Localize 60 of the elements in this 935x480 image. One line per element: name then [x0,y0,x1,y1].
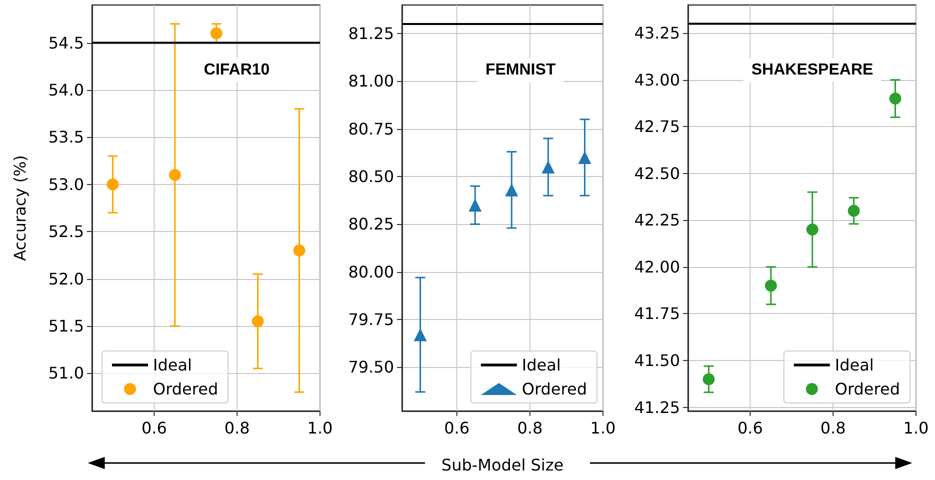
legend-label: Ordered [834,380,900,398]
y-tick-label: 81.25 [348,24,394,44]
x-tick-label: 0.8 [517,418,543,438]
point [168,168,181,181]
x-tick-label: 0.8 [224,418,250,438]
point [106,178,119,190]
y-tick-label: 41.50 [634,350,680,370]
x-tick-label: 0.6 [141,418,167,438]
y-tick-label: 42.75 [634,117,680,136]
y-tick-label: 54.5 [48,33,84,52]
point [542,160,555,174]
point [702,373,715,386]
y-tick-label: 80.25 [348,214,394,234]
y-tick-label: 42.25 [634,210,680,230]
x-tick-label: 0.8 [820,418,846,438]
y-axis-title: Accuracy (%) [10,155,30,261]
y-tick-label: 42.50 [634,164,680,183]
x-tick-label: 1.0 [903,418,929,438]
legend-label: Ideal [834,356,874,374]
x-tick-label: 1.0 [307,418,333,438]
text: CIFAR10 [204,62,270,78]
y-tick-label: 43.25 [634,24,680,43]
y-tick-label: 80.50 [348,167,394,186]
y-tick-label: 52.5 [48,222,84,242]
y-tick-label: 54.0 [48,80,84,100]
y-tick-label: 53.5 [48,128,84,147]
point [293,244,306,256]
y-tick-label: 41.75 [634,304,680,324]
point [468,198,482,212]
text: SHAKESPEARE [751,62,874,78]
x-axis-title: Sub-Model Size [441,456,564,474]
x-tick-label: 1.0 [590,418,616,438]
y-tick-label: 43.00 [634,70,680,90]
point [578,150,592,164]
y-tick-label: 53.0 [48,174,84,194]
point [889,92,902,105]
point [848,204,860,217]
point [764,280,777,292]
x-tick-label: 0.6 [444,418,470,438]
legend-label: Ordered [522,380,588,398]
y-tick-label: 42.00 [634,257,680,276]
legend-label: Ordered [153,380,218,398]
y-tick-label: 81.00 [348,72,394,91]
y-tick-label: 51.0 [48,364,84,383]
point [210,27,222,40]
x-tick-label: 0.6 [737,418,763,438]
text: FEMNIST [485,62,556,78]
legend-label: Ideal [153,356,192,374]
y-tick-label: 80.00 [348,262,394,282]
point [414,328,427,342]
y-tick-label: 52.0 [48,269,84,288]
y-tick-label: 79.50 [348,358,394,377]
y-tick-label: 51.5 [48,316,84,336]
point [252,315,264,328]
y-tick-label: 41.25 [634,398,680,417]
legend-label: Ideal [522,356,561,374]
point [806,224,818,236]
y-tick-label: 80.75 [348,119,394,138]
point [505,183,518,196]
y-tick-label: 79.75 [348,310,394,330]
